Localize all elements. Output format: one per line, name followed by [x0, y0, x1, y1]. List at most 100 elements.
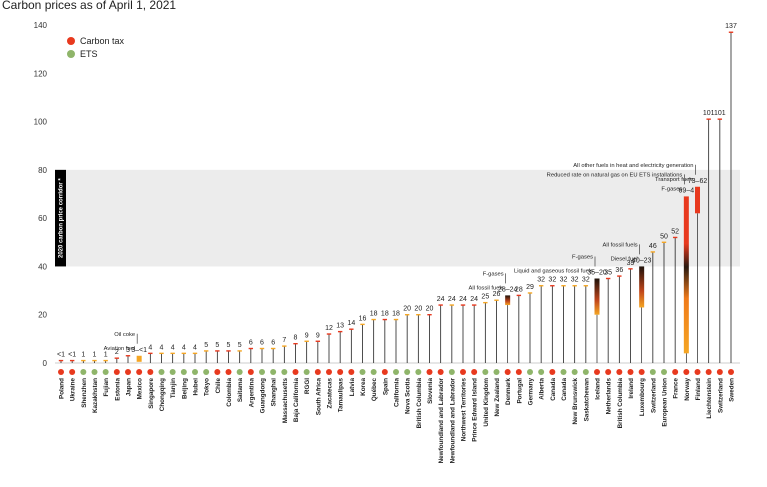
- category-marker: [326, 369, 332, 375]
- annotation-text: Liquid and gaseous fossil fuels: [514, 269, 593, 275]
- category-marker: [169, 369, 176, 375]
- annotation-text: Transport fuels: [655, 177, 694, 183]
- value-label: 50: [660, 233, 668, 240]
- value-label: 4: [182, 344, 186, 351]
- value-label: 26: [493, 291, 501, 298]
- bar-range: [639, 266, 645, 308]
- category-label: Tokyo: [204, 378, 211, 396]
- value-label: 5: [227, 342, 231, 349]
- value-label: 24: [459, 296, 467, 303]
- category-label: Canada: [561, 378, 568, 401]
- value-label: 52: [671, 228, 679, 235]
- category-label: Canada: [550, 378, 557, 401]
- value-label: 39: [627, 260, 635, 267]
- category-label: Latvia: [349, 378, 356, 397]
- annotation-text: All other fuels in heat and electricity …: [573, 163, 693, 169]
- category-label: Spain: [382, 378, 389, 395]
- category-label: Mexico: [137, 378, 144, 400]
- category-marker: [404, 369, 411, 375]
- category-marker: [471, 369, 478, 375]
- category-label: Québec: [371, 378, 378, 402]
- category-marker: [348, 369, 355, 375]
- category-label: France: [673, 378, 680, 399]
- category-marker: [448, 369, 455, 375]
- category-marker: [303, 369, 310, 375]
- category-marker: [694, 369, 701, 375]
- value-label: <1: [57, 352, 65, 359]
- category-marker: [415, 369, 422, 375]
- category-marker: [158, 369, 165, 375]
- category-marker: [125, 369, 131, 375]
- category-marker: [560, 369, 567, 375]
- value-label: 35: [604, 270, 612, 277]
- annotation-text: Aviation fuel: [104, 346, 135, 352]
- category-marker: [270, 369, 277, 375]
- category-label: Shenzhen: [81, 378, 88, 408]
- value-label: 32: [571, 277, 579, 284]
- value-label: 46: [649, 243, 657, 250]
- category-label: British Columbia: [416, 378, 423, 429]
- category-marker: [460, 369, 466, 375]
- category-label: European Union: [662, 378, 669, 427]
- category-label: Saskatchewan: [583, 378, 590, 422]
- category-label: Liechtenstein: [706, 378, 713, 419]
- category-marker: [705, 369, 712, 375]
- category-label: Hubei: [193, 378, 200, 396]
- value-label: 35–20: [587, 270, 607, 277]
- value-label: 24: [470, 296, 478, 303]
- category-marker: [236, 369, 243, 375]
- category-label: Baja California: [293, 378, 300, 423]
- value-label: 5: [238, 342, 242, 349]
- value-label: 40–23: [632, 257, 652, 264]
- category-marker: [203, 369, 210, 375]
- value-label: <1: [68, 352, 76, 359]
- category-marker: [192, 369, 198, 375]
- legend-label: ETS: [80, 49, 98, 59]
- category-label: California: [394, 378, 401, 408]
- category-label: Chongqing: [159, 378, 166, 411]
- annotation-text: Oil coke: [114, 332, 135, 338]
- value-label: 3–<1: [131, 347, 147, 354]
- category-label: Luxembourg: [639, 378, 646, 416]
- value-label: 6: [260, 340, 264, 347]
- value-label: 20: [426, 306, 434, 313]
- bar-range: [136, 355, 142, 362]
- category-marker: [716, 369, 723, 375]
- value-label: 28: [515, 286, 523, 293]
- value-label: 36: [615, 267, 623, 274]
- bar-range: [683, 196, 689, 354]
- category-label: Chile: [215, 378, 222, 394]
- category-marker: [292, 369, 299, 375]
- category-label: Finland: [695, 378, 702, 401]
- category-marker: [147, 369, 154, 375]
- value-label: 32: [548, 277, 556, 284]
- category-marker: [58, 369, 64, 375]
- bar-range: [695, 186, 700, 214]
- value-label: 18: [370, 311, 378, 318]
- category-marker: [247, 369, 254, 375]
- value-label: 9: [305, 332, 309, 339]
- category-marker: [426, 369, 433, 375]
- category-marker: [649, 369, 656, 375]
- value-label: 28–24: [498, 286, 518, 293]
- annotation-text: F-gases: [483, 271, 504, 277]
- annotation-text: Reduced rate on natural gas on EU ETS in…: [547, 172, 683, 178]
- category-marker: [370, 369, 377, 375]
- category-marker: [80, 369, 87, 375]
- category-marker: [281, 369, 288, 375]
- y-tick-label: 120: [34, 69, 48, 78]
- category-marker: [672, 369, 679, 375]
- category-marker: [616, 369, 623, 375]
- y-tick-label: 20: [38, 311, 47, 320]
- category-marker: [359, 369, 366, 375]
- value-label: 101: [714, 110, 726, 117]
- legend-label: Carbon tax: [80, 36, 125, 46]
- category-label: Poland: [59, 378, 66, 399]
- y-tick-label: 100: [34, 118, 48, 127]
- category-label: British Columbia: [617, 378, 624, 429]
- category-marker: [136, 369, 143, 375]
- category-label: Iceland: [595, 378, 602, 400]
- category-marker: [482, 369, 489, 375]
